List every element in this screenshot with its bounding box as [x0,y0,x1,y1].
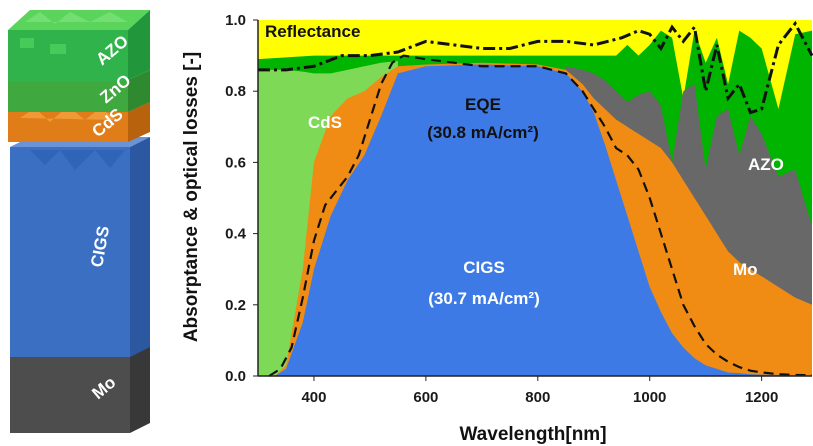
y-tick-label: 0.6 [225,154,246,171]
annotation-azo: AZO [748,155,784,174]
annotation-cds: CdS [308,113,342,132]
layer-stack-illustration: AZO ZnO CdS CIGS Mo [8,10,150,433]
annotation-eqe-current: (30.8 mA/cm²) [427,123,538,142]
layer-cigs [10,137,150,357]
x-tick-label: 1000 [633,389,666,406]
axes [253,19,812,381]
layer-mo [10,335,150,433]
annotation-cigs-current: (30.7 mA/cm²) [428,289,539,308]
annotation-cigs: CIGS [463,258,505,277]
annotation-eqe: EQE [465,95,501,114]
x-axis-label: Wavelength[nm] [459,424,606,445]
total-absorptance-curve [258,20,813,115]
y-tick-label: 1.0 [225,12,246,29]
curve-lines [258,20,813,377]
eqe-curve [268,54,813,377]
x-tick-label: 800 [525,389,550,406]
annotation-reflectance: Reflectance [265,22,360,41]
area-layers [258,20,812,377]
y-tick-label: 0.8 [225,83,246,100]
x-tick-label: 600 [413,389,438,406]
tick-labels: 400 600 800 1000 1200 0.0 0.2 0.4 0.6 0.8 1.0 [225,12,778,406]
layer-azo [8,10,150,82]
y-tick-label: 0.4 [225,226,247,243]
y-tick-label: 0.0 [225,368,246,385]
area-cigs [258,64,812,376]
x-tick-label: 1200 [745,389,778,406]
annotation-mo: Mo [733,260,758,279]
x-tick-label: 400 [301,389,326,406]
y-axis-label: Absorptance & optical losses [-] [181,52,202,342]
layer-zno [8,70,150,112]
y-tick-label: 0.2 [225,297,246,314]
